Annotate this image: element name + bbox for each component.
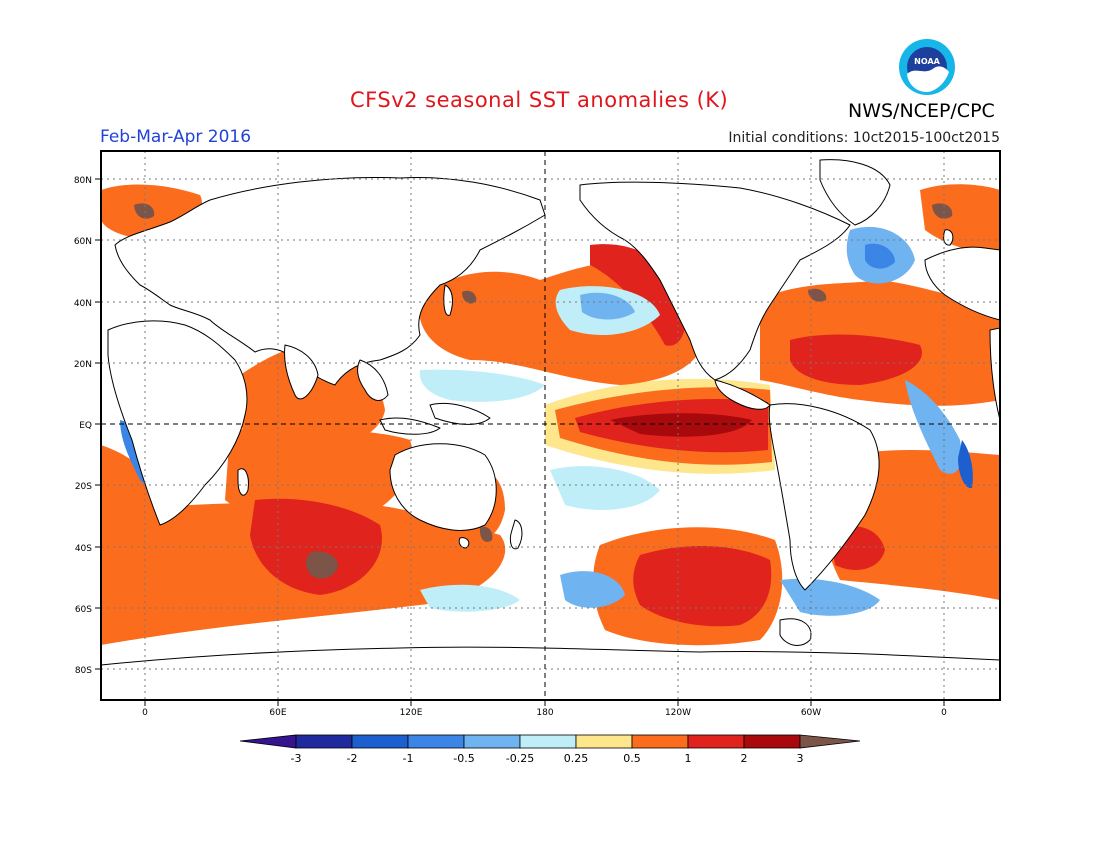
drake-cool xyxy=(780,578,880,616)
lat-label-eq: EQ xyxy=(79,421,92,431)
colorbar-box xyxy=(351,734,409,749)
colorbar-box xyxy=(687,734,745,749)
lon-label-120e: 120E xyxy=(400,708,423,718)
plot-frame xyxy=(100,150,1001,701)
colorbar-box xyxy=(463,734,521,749)
colorbar-label-m05: -0.5 xyxy=(453,752,474,765)
land-masses xyxy=(101,159,1000,700)
colorbar-box xyxy=(519,734,577,749)
el-nino-core xyxy=(610,413,752,437)
north-atlantic-cool-core xyxy=(865,243,895,269)
madagascar xyxy=(237,468,249,496)
british-isles xyxy=(943,229,954,246)
tasmania xyxy=(458,537,470,549)
southeast-asia xyxy=(357,359,389,401)
colorbar-label-2: 2 xyxy=(741,752,748,765)
new-zealand xyxy=(509,519,523,550)
noaa-logo: NOAA xyxy=(899,39,955,95)
colorbar-low-arrow xyxy=(239,734,297,749)
west-pacific-cool xyxy=(419,369,545,402)
colorbar-label-m2: -2 xyxy=(347,752,358,765)
colorbar-boxes xyxy=(295,734,801,749)
borneo-newguinea xyxy=(429,402,491,425)
colorbar-label-m1: -1 xyxy=(403,752,414,765)
eurasia-landmass xyxy=(114,176,546,386)
south-indian-hot xyxy=(305,551,338,579)
lon-label-0: 0 xyxy=(142,708,148,718)
colorbar-box xyxy=(295,734,353,749)
colorbar-box xyxy=(631,734,689,749)
initial-conditions: Initial conditions: 10ct2015-100ct2015 xyxy=(728,130,1000,146)
chart-title: CFSv2 seasonal SST anomalies (K) xyxy=(350,88,729,112)
kuroshio-hot xyxy=(462,290,477,304)
nordic-warm xyxy=(920,184,1000,252)
colorbar-box xyxy=(575,734,633,749)
north-pacific-cool-2 xyxy=(580,292,635,320)
lat-label-20n: 20N xyxy=(74,360,92,370)
barents-hot xyxy=(932,203,953,219)
greenland xyxy=(819,159,891,226)
lat-axis-labels: 80N 60N 40N 20N EQ 20S 40S 60S 80S xyxy=(74,176,92,676)
reference-lines xyxy=(101,151,1000,700)
axis-ticks xyxy=(95,178,945,706)
lat-label-40n: 40N xyxy=(74,299,92,309)
south-indian-core xyxy=(250,498,382,595)
colorbar-label-3: 3 xyxy=(797,752,804,765)
lon-label-180: 180 xyxy=(536,708,553,718)
colorbar-label-1: 1 xyxy=(685,752,692,765)
lat-label-80s: 80S xyxy=(75,666,92,676)
weddell-cool xyxy=(420,584,520,612)
colorbar: -3 -2 -1 -0.5 -0.25 0.25 0.5 1 2 3 xyxy=(239,734,861,765)
australia-landmass xyxy=(389,443,497,531)
colorbar-box xyxy=(407,734,465,749)
colorbar-label-m3: -3 xyxy=(291,752,302,765)
north-america-landmass xyxy=(579,181,851,381)
colorbar-labels: -3 -2 -1 -0.5 -0.25 0.25 0.5 1 2 3 xyxy=(291,752,804,765)
forecast-period: Feb-Mar-Apr 2016 xyxy=(100,127,252,147)
south-pacific-cool xyxy=(560,571,625,608)
peru-current-core xyxy=(958,440,973,489)
indonesia xyxy=(379,417,441,435)
colorbar-box xyxy=(743,734,801,749)
colorbar-label-05: 0.5 xyxy=(623,752,641,765)
antarctic-peninsula xyxy=(779,618,812,646)
barents-hot-left xyxy=(134,203,155,219)
colorbar-label-025: 0.25 xyxy=(564,752,589,765)
lon-label-0-right: 0 xyxy=(941,708,947,718)
colorbar-label-m025: -0.25 xyxy=(506,752,534,765)
lon-label-120w: 120W xyxy=(665,708,691,718)
north-atlantic-core xyxy=(790,334,922,385)
peru-current-cool xyxy=(905,380,962,474)
antarctica-landmass xyxy=(101,646,1000,700)
colorbar-high-arrow xyxy=(799,734,861,749)
noaa-logo-text: NOAA xyxy=(914,57,940,66)
south-america-landmass xyxy=(768,403,880,591)
se-pacific-core xyxy=(633,545,772,627)
lat-label-60n: 60N xyxy=(74,237,92,247)
tasman-hot xyxy=(479,526,493,542)
south-pacific-cool-2 xyxy=(550,466,660,510)
lon-label-60e: 60E xyxy=(269,708,286,718)
japan xyxy=(443,284,453,316)
grid-lines xyxy=(101,151,1000,700)
central-america xyxy=(714,379,771,410)
lon-label-60w: 60W xyxy=(801,708,821,718)
gulf-stream-hot xyxy=(808,288,827,302)
lat-label-60s: 60S xyxy=(75,605,92,615)
lat-label-40s: 40S xyxy=(75,544,92,554)
lat-label-20s: 20S xyxy=(75,482,92,492)
organization-label: NWS/NCEP/CPC xyxy=(848,100,995,122)
india-peninsula xyxy=(284,344,319,400)
lon-axis-labels: 0 60E 120E 180 120W 60W 0 xyxy=(142,708,947,718)
lat-label-80n: 80N xyxy=(74,176,92,186)
africa-landmass xyxy=(107,320,248,526)
